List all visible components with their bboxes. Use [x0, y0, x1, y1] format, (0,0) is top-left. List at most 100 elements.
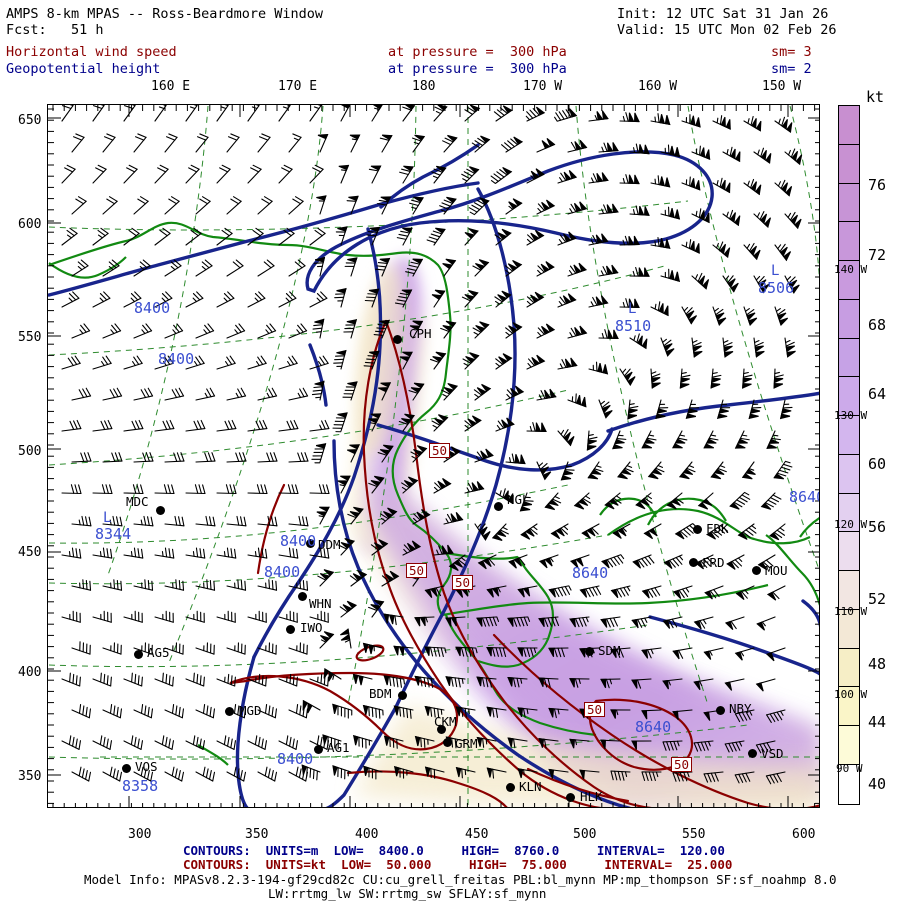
station-marker[interactable] — [393, 335, 402, 344]
station-marker[interactable] — [225, 707, 234, 716]
station-marker[interactable] — [398, 691, 407, 700]
height-contour-label: 8400 — [134, 299, 170, 317]
header-smoothing-wind: sm= 3 — [771, 44, 812, 60]
wind-contour-label: 50 — [406, 563, 427, 578]
colorbar-band — [839, 222, 859, 261]
station-label: SDM — [598, 643, 621, 658]
top-lon-label-180: 180 — [412, 79, 435, 94]
x-axis-label-500: 500 — [573, 827, 596, 842]
colorbar-tick-label: 68 — [868, 316, 886, 334]
map-lon-label: 90 W — [836, 762, 863, 775]
low-center-marker: L — [103, 510, 111, 526]
station-label: BDM — [369, 686, 392, 701]
station-label: FRD — [702, 555, 725, 570]
station-label: GRM — [455, 736, 478, 751]
x-axis-label-350: 350 — [245, 827, 268, 842]
header-fcst: Fcst: 51 h — [6, 22, 104, 38]
station-marker[interactable] — [298, 592, 307, 601]
station-label: VSD — [761, 746, 784, 761]
station-marker[interactable] — [748, 749, 757, 758]
station-marker[interactable] — [716, 706, 725, 715]
station-label: NGL — [507, 492, 530, 507]
map-lon-label: 140 W — [834, 263, 867, 276]
colorbar-tick-label: 52 — [868, 590, 886, 608]
header-title: AMPS 8-km MPAS -- Ross-Beardmore Window — [6, 6, 323, 22]
top-lon-label-170e: 170 E — [278, 79, 317, 94]
station-marker[interactable] — [506, 783, 515, 792]
y-axis-label-600: 600 — [18, 217, 41, 232]
top-lon-label-150w: 150 W — [762, 79, 801, 94]
station-marker[interactable] — [134, 650, 143, 659]
station-label: KLN — [519, 779, 542, 794]
height-contour-label: 8510 — [615, 317, 651, 335]
station-label: MDC — [126, 494, 149, 509]
station-marker[interactable] — [286, 625, 295, 634]
y-axis-label-650: 650 — [18, 113, 41, 128]
x-axis-label-300: 300 — [128, 827, 151, 842]
station-marker[interactable] — [122, 764, 131, 773]
wind-contour-label: 50 — [452, 575, 473, 590]
header-pressure-wind: at pressure = 300 hPa — [388, 44, 567, 60]
x-axis-label-400: 400 — [355, 827, 378, 842]
station-marker[interactable] — [443, 738, 452, 747]
top-lon-label-160e: 160 E — [151, 79, 190, 94]
footer-model-info-line1: Model Info: MPASv8.2.3-194-gf29cd82c CU:… — [84, 872, 837, 887]
map-lon-label: 130 W — [834, 409, 867, 422]
station-label: MGD — [239, 703, 262, 718]
colorbar-tick-label: 60 — [868, 455, 886, 473]
station-label: DDM — [318, 537, 341, 552]
colorbar-band — [839, 532, 859, 571]
low-center-marker: L — [771, 263, 779, 279]
header-init: Init: 12 UTC Sat 31 Jan 26 — [617, 6, 828, 22]
map-lon-label: 110 W — [834, 605, 867, 618]
height-contour-label: 8640 — [789, 488, 820, 506]
colorbar-tick-label: 40 — [868, 775, 886, 793]
low-center-marker: L — [628, 301, 636, 317]
y-axis-label-350: 350 — [18, 769, 41, 784]
height-contour-label: 8640 — [572, 564, 608, 582]
station-marker[interactable] — [752, 566, 761, 575]
map-lon-label: 120 W — [834, 518, 867, 531]
station-marker[interactable] — [693, 525, 702, 534]
colorbar-band — [839, 339, 859, 378]
map-plot-area[interactable]: CPHNGLMDCDDMWHNIWOAG5MGDAG1VOSAG4BDMCKMG… — [47, 104, 820, 808]
y-axis-label-500: 500 — [18, 444, 41, 459]
station-label: AG5 — [147, 645, 170, 660]
height-contour-label: 8344 — [95, 525, 131, 543]
station-marker[interactable] — [566, 793, 575, 802]
y-axis-label-450: 450 — [18, 545, 41, 560]
station-label: FDK — [706, 521, 729, 536]
x-axis-label-600: 600 — [792, 827, 815, 842]
station-label: WHN — [309, 596, 332, 611]
x-axis-label-550: 550 — [682, 827, 705, 842]
wind-contour-label: 50 — [671, 757, 692, 772]
height-contour-label: 8400 — [280, 532, 316, 550]
wind-contour-label: 50 — [584, 702, 605, 717]
header-smoothing-height: sm= 2 — [771, 61, 812, 77]
colorbar-band — [839, 145, 859, 184]
colorbar-tick-label: 56 — [868, 518, 886, 536]
header-valid: Valid: 15 UTC Mon 02 Feb 26 — [617, 22, 836, 38]
top-lon-label-160w: 160 W — [638, 79, 677, 94]
colorbar-tick-label: 44 — [868, 713, 886, 731]
header-field-height: Geopotential height — [6, 61, 160, 77]
station-label: CKM — [434, 714, 457, 729]
station-marker[interactable] — [314, 745, 323, 754]
colorbar-tick-label: 72 — [868, 246, 886, 264]
colorbar-band — [839, 300, 859, 339]
height-contour-label: 8358 — [122, 777, 158, 795]
wind-contour-label: 50 — [429, 443, 450, 458]
header-field-wind: Horizontal wind speed — [6, 44, 177, 60]
footer-contours-height: CONTOURS: UNITS=m LOW= 8400.0 HIGH= 8760… — [183, 843, 725, 858]
footer-contours-wind: CONTOURS: UNITS=kt LOW= 50.000 HIGH= 75.… — [183, 857, 732, 872]
station-marker[interactable] — [689, 558, 698, 567]
y-axis-label-400: 400 — [18, 665, 41, 680]
colorbar-unit-label: kt — [866, 88, 884, 106]
station-marker[interactable] — [585, 647, 594, 656]
station-marker[interactable] — [156, 506, 165, 515]
footer-model-info-line2: LW:rrtmg_lw SW:rrtmg_sw SFLAY:sf_mynn — [268, 886, 546, 901]
station-label: HLK — [580, 789, 603, 804]
map-overlay: CPHNGLMDCDDMWHNIWOAG5MGDAG1VOSAG4BDMCKMG… — [48, 105, 819, 807]
station-marker[interactable] — [494, 502, 503, 511]
station-label: CPH — [409, 326, 432, 341]
